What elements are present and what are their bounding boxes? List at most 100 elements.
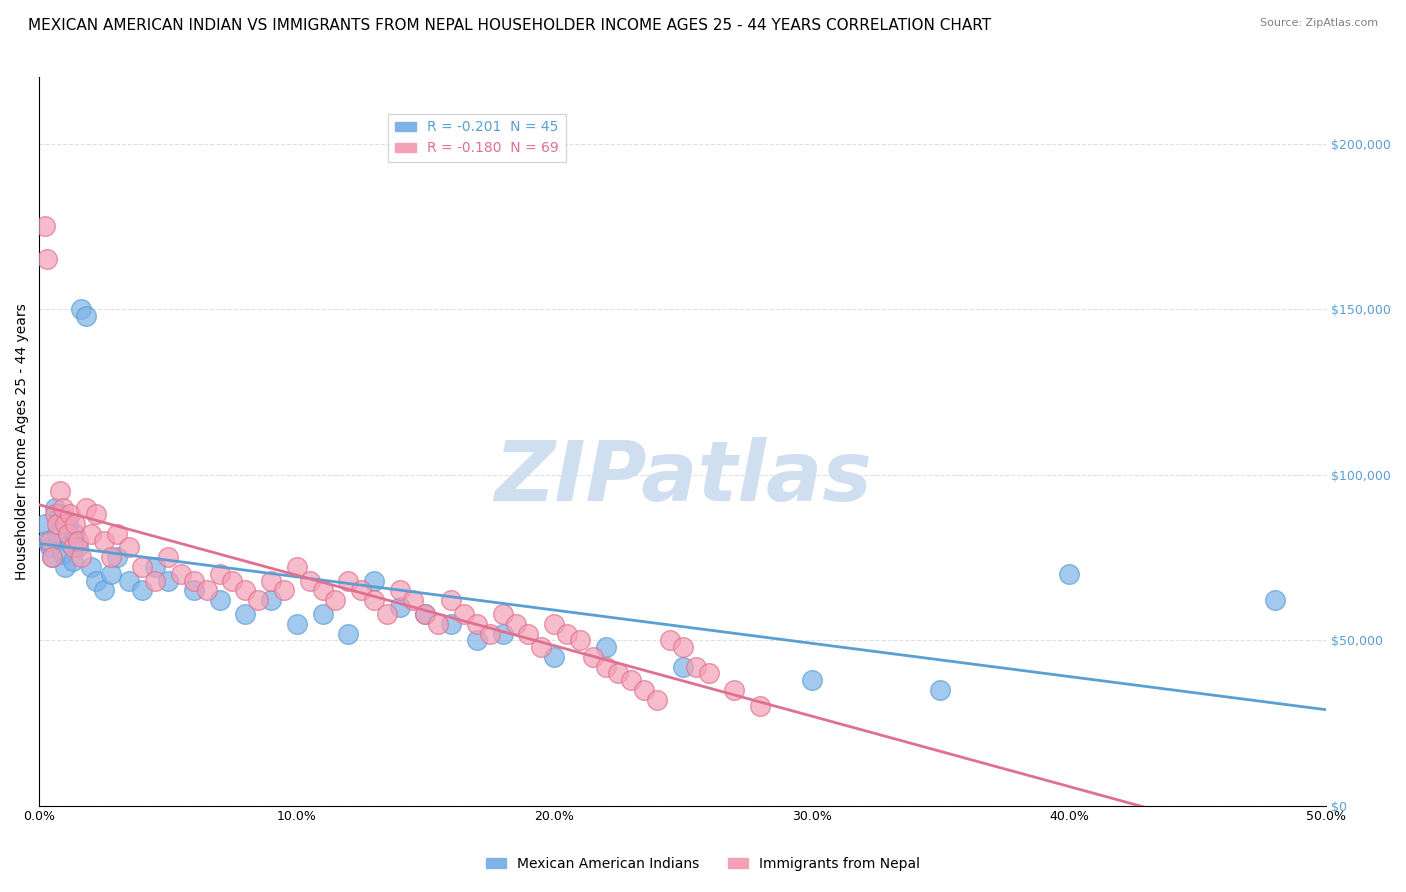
Point	[492, 626, 515, 640]
Point	[363, 574, 385, 588]
Point	[52, 500, 75, 515]
Point	[672, 659, 695, 673]
Point	[530, 640, 553, 654]
Point	[517, 626, 540, 640]
Point	[337, 574, 360, 588]
Point	[131, 560, 153, 574]
Point	[34, 517, 56, 532]
Point	[555, 626, 578, 640]
Point	[1264, 593, 1286, 607]
Point	[143, 560, 166, 574]
Point	[46, 527, 69, 541]
Point	[53, 517, 76, 532]
Point	[465, 633, 488, 648]
Point	[388, 583, 411, 598]
Point	[645, 692, 668, 706]
Point	[247, 593, 270, 607]
Point	[492, 607, 515, 621]
Point	[620, 673, 643, 687]
Point	[183, 574, 205, 588]
Point	[568, 633, 591, 648]
Point	[59, 508, 82, 522]
Point	[69, 302, 91, 317]
Point	[84, 574, 107, 588]
Point	[311, 607, 333, 621]
Point	[1057, 566, 1080, 581]
Point	[415, 607, 437, 621]
Point	[53, 560, 76, 574]
Point	[285, 560, 308, 574]
Point	[62, 554, 84, 568]
Point	[65, 517, 87, 532]
Point	[375, 607, 398, 621]
Text: Source: ZipAtlas.com: Source: ZipAtlas.com	[1260, 18, 1378, 28]
Point	[80, 527, 103, 541]
Point	[337, 626, 360, 640]
Point	[929, 682, 952, 697]
Point	[221, 574, 243, 588]
Point	[131, 583, 153, 598]
Point	[105, 527, 128, 541]
Point	[465, 616, 488, 631]
Point	[157, 574, 180, 588]
Point	[37, 252, 59, 267]
Point	[582, 649, 605, 664]
Point	[75, 309, 97, 323]
Point	[34, 219, 56, 234]
Point	[233, 607, 256, 621]
Point	[672, 640, 695, 654]
Point	[697, 666, 720, 681]
Point	[41, 550, 63, 565]
Point	[273, 583, 295, 598]
Point	[69, 550, 91, 565]
Point	[105, 550, 128, 565]
Point	[478, 626, 501, 640]
Point	[84, 508, 107, 522]
Point	[440, 616, 463, 631]
Point	[170, 566, 193, 581]
Point	[66, 541, 89, 555]
Point	[260, 593, 283, 607]
Legend: R = -0.201  N = 45, R = -0.180  N = 69: R = -0.201 N = 45, R = -0.180 N = 69	[388, 113, 565, 162]
Point	[749, 699, 772, 714]
Point	[56, 517, 79, 532]
Point	[543, 649, 565, 664]
Point	[38, 541, 60, 555]
Point	[46, 517, 69, 532]
Point	[62, 541, 84, 555]
Point	[49, 484, 72, 499]
Point	[44, 508, 66, 522]
Point	[41, 550, 63, 565]
Point	[118, 574, 141, 588]
Point	[401, 593, 423, 607]
Point	[723, 682, 745, 697]
Point	[66, 533, 89, 548]
Point	[659, 633, 682, 648]
Point	[453, 607, 475, 621]
Point	[208, 566, 231, 581]
Point	[37, 533, 59, 548]
Point	[260, 574, 283, 588]
Point	[100, 566, 122, 581]
Point	[75, 500, 97, 515]
Point	[100, 550, 122, 565]
Point	[543, 616, 565, 631]
Point	[595, 659, 617, 673]
Point	[56, 527, 79, 541]
Legend: Mexican American Indians, Immigrants from Nepal: Mexican American Indians, Immigrants fro…	[479, 851, 927, 876]
Point	[93, 583, 115, 598]
Point	[233, 583, 256, 598]
Text: ZIPatlas: ZIPatlas	[494, 437, 872, 518]
Point	[285, 616, 308, 631]
Point	[118, 541, 141, 555]
Point	[93, 533, 115, 548]
Point	[685, 659, 707, 673]
Point	[44, 500, 66, 515]
Point	[633, 682, 655, 697]
Y-axis label: Householder Income Ages 25 - 44 years: Householder Income Ages 25 - 44 years	[15, 303, 30, 580]
Point	[388, 600, 411, 615]
Point	[311, 583, 333, 598]
Point	[505, 616, 527, 631]
Point	[65, 527, 87, 541]
Point	[298, 574, 321, 588]
